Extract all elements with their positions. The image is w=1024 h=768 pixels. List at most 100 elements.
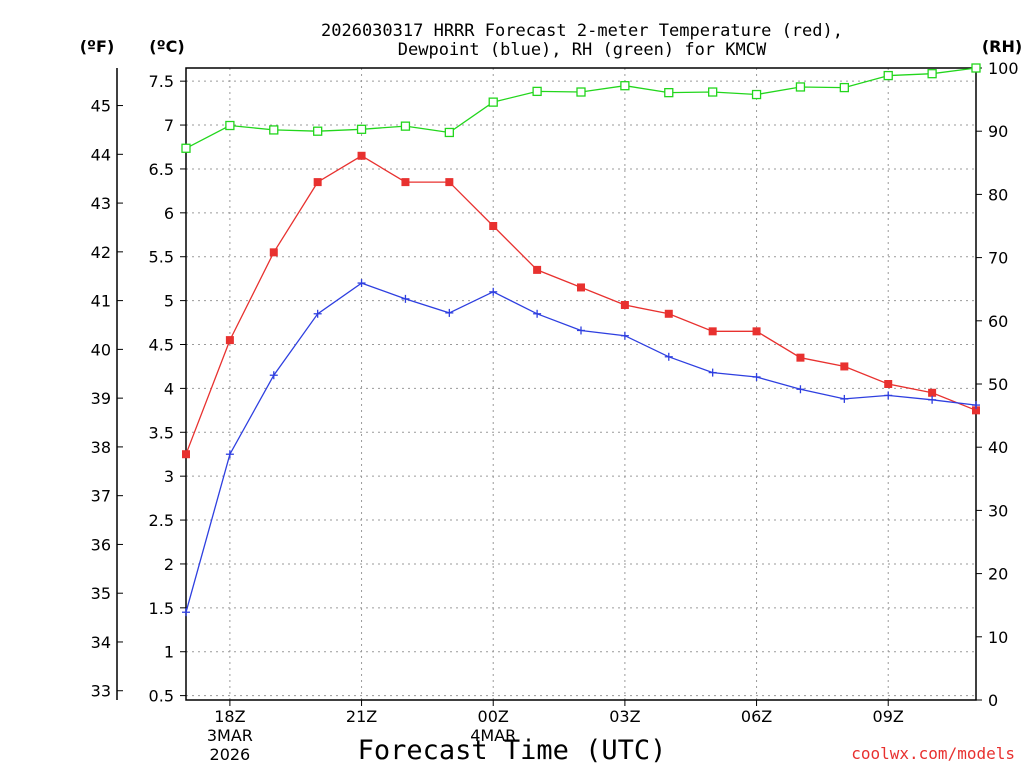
c-tick-label: 4 — [164, 379, 174, 398]
temperature-point — [225, 336, 234, 345]
rh-point — [313, 126, 323, 136]
rh-tick-label: 50 — [988, 375, 1008, 394]
c-tick-label: 6.5 — [149, 160, 174, 179]
grid-lines — [186, 68, 976, 700]
data-series — [181, 63, 981, 617]
c-tick-label: 6 — [164, 204, 174, 223]
rh-tick-label: 70 — [988, 249, 1008, 268]
rh-tick-label: 0 — [988, 691, 998, 710]
temperature-point — [533, 265, 542, 274]
c-tick-label: 5 — [164, 292, 174, 311]
temperature-point — [182, 450, 190, 459]
f-tick-label: 44 — [91, 145, 111, 164]
dewpoint-point — [357, 279, 366, 288]
dewpoint-point — [928, 395, 937, 404]
dewpoint-point — [401, 294, 410, 303]
f-tick-label: 43 — [91, 194, 111, 213]
x-tick-label: 00Z — [478, 707, 509, 726]
rh-tick-label: 90 — [988, 122, 1008, 141]
f-tick-label: 38 — [91, 438, 111, 457]
f-tick-label: 42 — [91, 243, 111, 262]
temperature-point — [884, 380, 893, 388]
rh-point — [839, 82, 849, 93]
temperature-point — [972, 406, 980, 415]
rh-point — [708, 87, 718, 97]
rh-tick-label: 10 — [988, 628, 1008, 647]
dewpoint-point — [840, 394, 849, 403]
series-rh — [181, 63, 981, 153]
temperature-point — [269, 248, 278, 257]
rh-line — [185, 67, 977, 149]
rh-point — [488, 97, 498, 107]
dewpoint-point — [708, 368, 717, 377]
series-dewpoint — [182, 279, 980, 617]
y-axis-c-unit: (ºC) — [149, 37, 184, 56]
dewpoint-point — [664, 352, 673, 361]
dewpoint-point — [972, 401, 980, 410]
credit-text: coolwx.com/models — [851, 744, 1015, 763]
rh-point — [883, 70, 893, 81]
dewpoint-point — [445, 308, 454, 317]
rh-tick-label: 40 — [988, 438, 1008, 457]
dewpoint-point — [313, 309, 322, 318]
rh-point — [795, 82, 806, 92]
f-tick-label: 37 — [91, 487, 111, 506]
temperature-point — [620, 301, 629, 309]
temperature-point — [401, 178, 410, 187]
x-tick-label: 09Z — [873, 707, 904, 726]
dewpoint-point — [796, 385, 805, 394]
c-tick-label: 7 — [164, 116, 174, 135]
x-tick-label: 06Z — [741, 707, 772, 726]
rh-point — [181, 143, 191, 153]
f-tick-label: 36 — [91, 535, 111, 554]
rh-tick-label: 60 — [988, 312, 1008, 331]
rh-point — [444, 127, 454, 138]
series-temperature — [182, 151, 980, 459]
y-axis-f-unit: (ºF) — [80, 37, 115, 56]
rh-tick-label: 20 — [988, 565, 1008, 584]
temperature-point — [357, 151, 366, 160]
temperature-line — [185, 155, 977, 455]
c-tick-label: 2.5 — [149, 511, 174, 530]
temperature-point — [313, 178, 322, 187]
f-tick-label: 45 — [91, 97, 111, 116]
chart-title: 2026030317 HRRR Forecast 2-meter Tempera… — [321, 21, 843, 41]
f-tick-label: 40 — [91, 340, 111, 359]
rh-point — [225, 120, 235, 131]
temperature-point — [708, 327, 717, 336]
c-tick-label: 5.5 — [149, 248, 174, 267]
rh-point — [400, 121, 411, 131]
temperature-point — [577, 283, 585, 292]
dewpoint-point — [577, 326, 585, 335]
dewpoint-point — [533, 309, 542, 318]
temperature-point — [928, 388, 937, 397]
rh-point — [620, 81, 630, 91]
plot-frame — [185, 67, 977, 701]
f-tick-label: 41 — [91, 292, 111, 311]
temperature-point — [445, 178, 454, 187]
x-tick-label: 03Z — [609, 707, 640, 726]
f-tick-label: 39 — [91, 389, 111, 408]
rh-point — [664, 87, 674, 98]
dewpoint-point — [489, 287, 498, 296]
dewpoint-point — [225, 450, 234, 459]
x-tick-sublabel: 3MAR — [207, 726, 253, 745]
dewpoint-point — [182, 608, 190, 617]
temperature-point — [796, 353, 805, 362]
temperature-point — [840, 362, 849, 371]
rh-point — [356, 124, 367, 134]
rh-point — [927, 69, 937, 79]
chart-title-line2: Dewpoint (blue), RH (green) for KMCW — [398, 40, 767, 60]
c-tick-label: 2 — [164, 555, 174, 574]
f-tick-label: 34 — [91, 633, 111, 652]
dewpoint-point — [884, 391, 893, 400]
rh-tick-label: 100 — [988, 59, 1019, 78]
temperature-point — [489, 222, 498, 230]
x-tick-label: 18Z — [214, 707, 245, 726]
x-tick-sublabel: 2026 — [210, 745, 251, 764]
rh-point — [269, 125, 279, 135]
dewpoint-point — [269, 371, 278, 380]
c-tick-label: 3 — [164, 467, 174, 486]
c-tick-label: 4.5 — [149, 336, 174, 355]
